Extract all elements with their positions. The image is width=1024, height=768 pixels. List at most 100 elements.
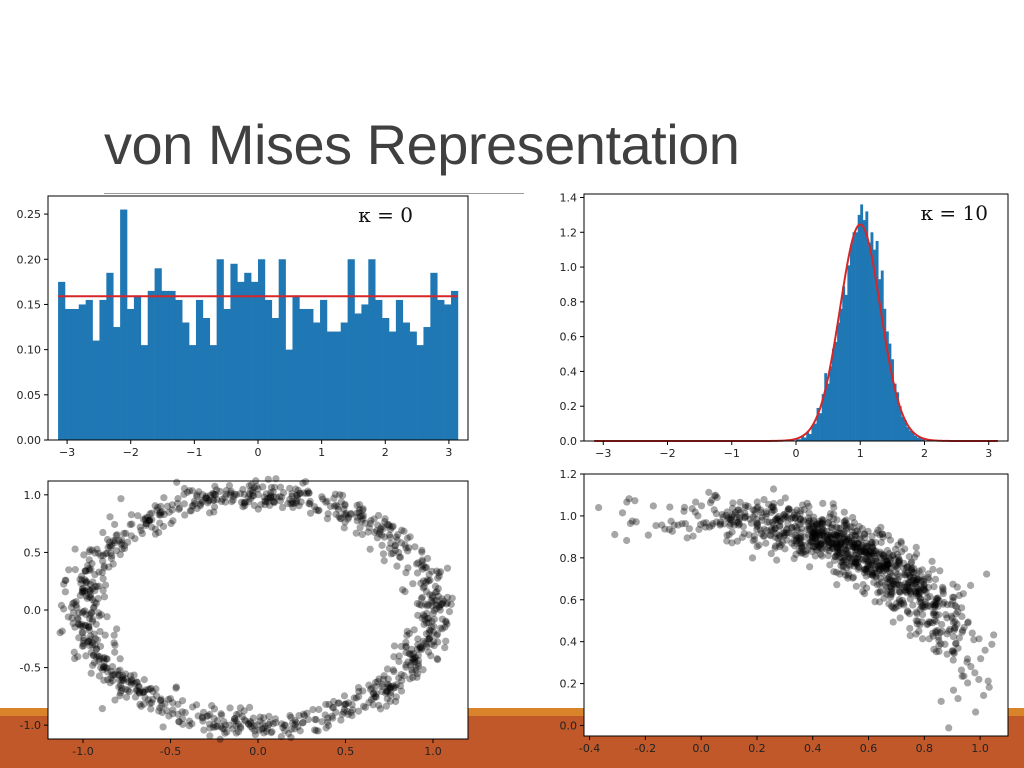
scatter-point (881, 581, 889, 589)
histogram-bar (430, 272, 438, 440)
scatter-point (821, 532, 829, 540)
scatter-point (850, 541, 858, 549)
scatter-point (709, 519, 717, 528)
scatter-point (705, 523, 714, 531)
scatter-point (977, 655, 985, 663)
scatter-point (862, 539, 870, 548)
histogram-bar (451, 290, 459, 440)
scatter-point (778, 538, 787, 546)
scatter-point (412, 653, 420, 662)
scatter-point (876, 548, 885, 556)
scatter-point (106, 542, 114, 550)
scatter-point (305, 489, 313, 497)
scatter-point (811, 534, 819, 542)
y-tick-label: 0.00 (17, 434, 42, 447)
scatter-point (851, 531, 859, 540)
scatter-point (374, 511, 383, 520)
histogram-bar (140, 345, 148, 440)
scatter-point (833, 542, 841, 551)
scatter-point (810, 529, 818, 537)
scatter-point (837, 558, 845, 566)
scatter-point (933, 599, 941, 608)
histogram-bar (285, 349, 293, 440)
scatter-point (417, 646, 426, 654)
scatter-point (913, 620, 921, 628)
scatter-point (896, 581, 904, 589)
scatter-point (210, 490, 219, 499)
scatter-point (845, 570, 853, 578)
scatter-point (678, 520, 686, 528)
scatter-point (834, 532, 842, 540)
scatter-point (832, 537, 840, 546)
histogram-bar (906, 427, 910, 441)
scatter-point (791, 514, 799, 522)
scatter-point (324, 714, 332, 722)
scatter-point (353, 513, 361, 521)
scatter-point (174, 700, 182, 708)
scatter-point (157, 695, 165, 703)
scatter-point (370, 690, 378, 698)
scatter-point (342, 511, 350, 519)
scatter-point (658, 521, 666, 529)
scatter-point (414, 559, 422, 567)
scatter-point (823, 527, 831, 536)
scatter-point (249, 486, 257, 495)
scatter-point (836, 541, 844, 549)
scatter-point (329, 704, 338, 712)
scatter-point (142, 514, 150, 522)
scatter-point (793, 512, 801, 520)
scatter-point (95, 653, 104, 661)
scatter-point (887, 588, 895, 596)
scatter-point (196, 502, 204, 510)
scatter-point (158, 508, 166, 516)
scatter-point (85, 566, 94, 575)
scatter-point (422, 630, 431, 638)
scatter-point (413, 645, 422, 653)
scatter-point (270, 498, 278, 506)
scatter-point (127, 680, 135, 688)
scatter-point (912, 588, 920, 596)
y-tick-label: 0.4 (560, 636, 578, 649)
scatter-point (430, 642, 438, 650)
scatter-point (226, 491, 234, 499)
scatter-point (818, 531, 826, 539)
scatter-point (885, 568, 893, 576)
scatter-point (389, 666, 397, 674)
scatter-point (631, 497, 639, 505)
scatter-point (884, 560, 892, 569)
y-tick-label: 0.6 (560, 331, 578, 344)
scatter-point (160, 510, 168, 519)
scatter-point (776, 498, 785, 507)
scatter-point (188, 487, 196, 495)
scatter-point (424, 601, 433, 609)
scatter-point (852, 582, 860, 590)
histogram-bar (885, 331, 889, 441)
scatter-point (99, 662, 108, 671)
scatter-point (381, 518, 389, 526)
scatter-point (623, 536, 631, 545)
scatter-point (866, 570, 874, 578)
scatter-point (920, 583, 928, 592)
histogram-bar (875, 240, 879, 441)
scatter-point (101, 631, 109, 639)
scatter-point (913, 610, 921, 618)
scatter-point (99, 528, 107, 537)
scatter-point (221, 729, 229, 737)
scatter-point (815, 533, 824, 541)
scatter-point (173, 478, 181, 486)
scatter-point (430, 615, 438, 623)
x-tick-label: -0.4 (579, 742, 600, 755)
scatter-point (276, 497, 284, 505)
scatter-point (268, 728, 276, 736)
kappa-annotation: κ = 10 (921, 201, 988, 225)
scatter-point (838, 554, 846, 562)
scatter-point (140, 676, 148, 684)
scatter-point (865, 547, 874, 556)
scatter-point (85, 556, 93, 564)
scatter-point (435, 603, 444, 611)
scatter-point (845, 561, 853, 569)
scatter-point (884, 556, 892, 565)
scatter-point (384, 681, 392, 689)
scatter-point (951, 624, 959, 632)
scatter-point (384, 675, 392, 683)
